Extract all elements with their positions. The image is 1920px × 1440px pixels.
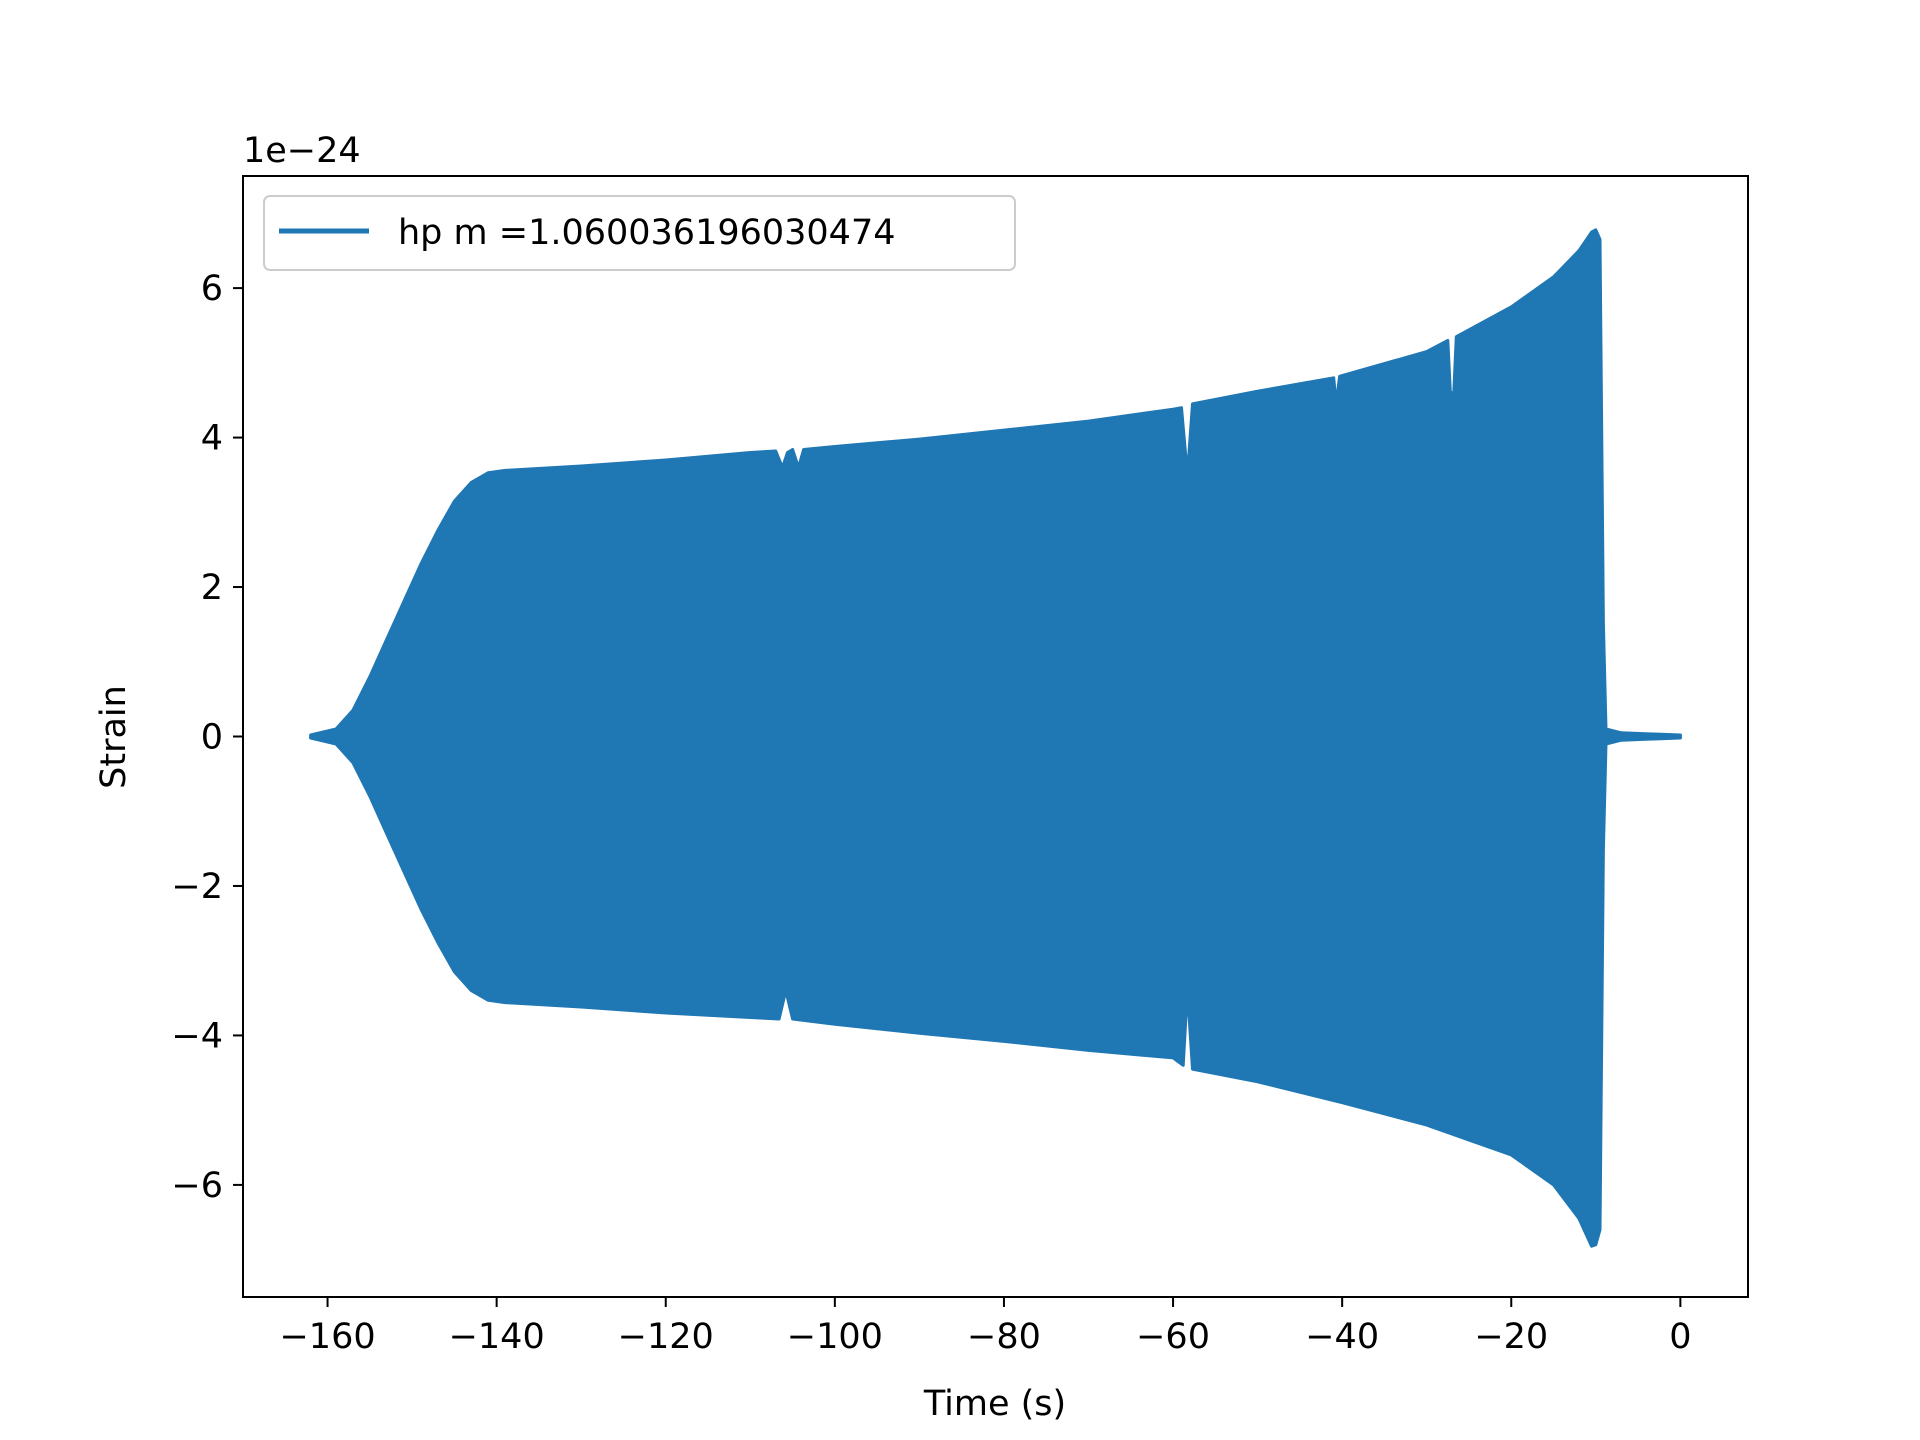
y-tick-label: −2 [171,867,223,907]
y-tick-label: −6 [171,1166,223,1206]
y-tick-label: 0 [201,718,223,758]
y-tick-label: −4 [171,1016,223,1056]
legend-box [263,195,1016,271]
y-axis-label: Strain [94,685,134,789]
x-tick-label: 0 [1669,1317,1691,1357]
legend-entry-label: hp m =1.060036196030474 [398,213,896,253]
y-tick-label: 6 [201,269,223,309]
y-tick-label: 4 [201,419,223,459]
y-axis-offset-text: 1e−24 [243,131,361,171]
y-tick-label: 2 [201,568,223,608]
x-tick-label: −80 [967,1317,1041,1357]
x-tick-label: −100 [787,1317,883,1357]
series-0-waveform [309,228,1682,1248]
x-axis-label: Time (s) [923,1384,1066,1424]
x-tick-label: −160 [279,1317,375,1357]
y-axis-ticks: −6 −4 −2 0 2 4 6 [171,269,243,1206]
plot-area [309,228,1682,1248]
x-tick-label: −120 [618,1317,714,1357]
legend: hp m =1.060036196030474 [263,195,1016,271]
x-tick-label: −60 [1136,1317,1210,1357]
x-tick-label: −40 [1305,1317,1379,1357]
x-axis-ticks: −160 −140 −120 −100 −80 −60 −40 −20 0 [279,1297,1692,1357]
x-tick-label: −20 [1474,1317,1548,1357]
x-tick-label: −140 [449,1317,545,1357]
